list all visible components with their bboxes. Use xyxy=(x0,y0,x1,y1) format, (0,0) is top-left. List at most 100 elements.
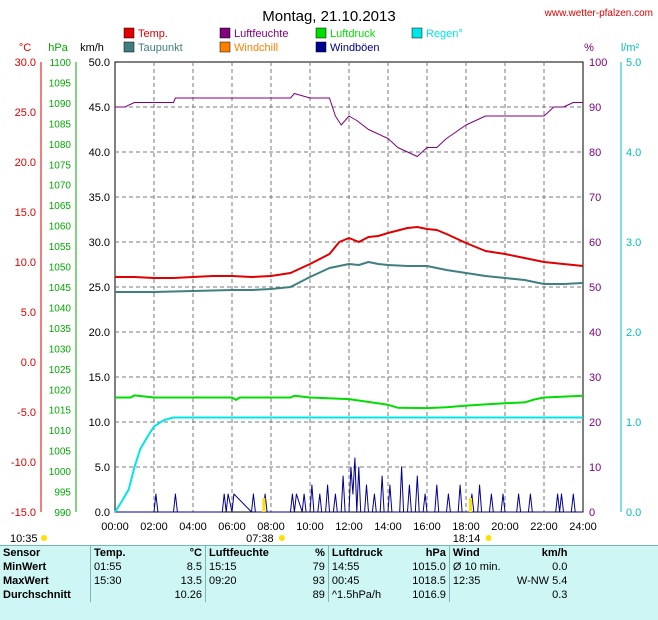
axis-unit-label: l/m² xyxy=(621,42,640,54)
hpa-tick-label: 1065 xyxy=(49,201,72,212)
time-tick-label: 00:00 xyxy=(101,521,129,533)
stats-pressure-time: 00:45 xyxy=(327,574,395,588)
humidity-tick-label: 0 xyxy=(589,507,595,519)
time-tick-label: 12:00 xyxy=(335,521,363,533)
temp-tick-label: -10.0 xyxy=(11,457,36,469)
rain-line xyxy=(114,416,583,513)
hpa-tick-label: 1030 xyxy=(49,344,72,355)
kmh-tick-label: 10.0 xyxy=(89,417,110,429)
time-tick-label: 22:00 xyxy=(530,521,558,533)
stats-wind-value: 0.3 xyxy=(552,589,568,601)
hpa-tick-label: 1090 xyxy=(49,99,72,110)
rain-tick-label: 1.0 xyxy=(626,417,641,429)
stats-pressure-value: 1018.5 xyxy=(412,575,446,587)
temp-tick-label: 5.0 xyxy=(21,307,36,319)
wind-gust-line xyxy=(115,457,583,513)
stats-wind-time xyxy=(448,588,514,602)
kmh-tick-label: 5.0 xyxy=(95,462,110,474)
axes: 30.0 25.0 20.0 15.0 10.0 5.0 0.0 -5.0 -10.0 -15.0… xyxy=(11,57,641,533)
humidity-tick-label: 20 xyxy=(589,417,601,429)
stats-wind-value: W-NW 5.4 xyxy=(516,575,568,587)
legend-swatch xyxy=(123,27,135,39)
hpa-tick-label: 1070 xyxy=(49,181,72,192)
humidity-tick-label: 100 xyxy=(589,57,607,69)
hpa-tick-label: 1085 xyxy=(49,119,72,130)
legend-swatch xyxy=(315,41,327,53)
hpa-tick-label: 1000 xyxy=(49,467,72,478)
temperature-line xyxy=(115,226,584,279)
time-tick-label: 06:00 xyxy=(218,521,246,533)
legend-swatch xyxy=(411,27,423,39)
website-link[interactable]: www.wetter-pfalzen.com xyxy=(544,8,653,19)
stats-pressure-time: 14:55 xyxy=(327,560,395,574)
legend-label: Windchill xyxy=(234,42,278,54)
hpa-tick-label: 995 xyxy=(54,488,71,499)
temp-tick-label: 0.0 xyxy=(21,357,36,369)
stats-wind-time: 12:35 xyxy=(448,574,514,588)
rain-tick-label: 3.0 xyxy=(626,237,641,249)
kmh-tick-label: 20.0 xyxy=(89,327,110,339)
kmh-tick-label: 25.0 xyxy=(89,282,110,294)
stats-temp-value: 10.26 xyxy=(174,589,202,601)
legend: Temp. Luftfeuchte Luftdruck Regen° Taupunkt W… xyxy=(123,27,463,54)
stats-humidity-time: 15:15 xyxy=(204,560,272,574)
axis-unit-label: % xyxy=(584,42,594,54)
hpa-tick-label: 1020 xyxy=(49,385,72,396)
legend-label: Taupunkt xyxy=(138,42,183,54)
stats-row-label: MaxWert xyxy=(3,575,49,587)
sun-markers: 07:38 18:14 10:35 xyxy=(10,498,492,545)
stats-pressure-time: ^1.5hPa/h xyxy=(327,588,395,602)
statistics-table: Sensor Temp. °C Luftfeuchte % Luftdruck … xyxy=(0,546,570,602)
hpa-tick-label: 1005 xyxy=(49,447,72,458)
grid xyxy=(114,61,584,513)
pressure-line xyxy=(115,394,584,410)
stats-pressure-value: 1016.9 xyxy=(412,589,446,601)
kmh-tick-label: 15.0 xyxy=(89,372,110,384)
stats-pressure-value: 1015.0 xyxy=(412,561,446,573)
stats-temp-time: 01:55 xyxy=(90,560,145,574)
stats-humidity-value: 79 xyxy=(312,561,325,573)
hpa-tick-label: 1095 xyxy=(49,78,72,89)
stats-col-pressure: Luftdruck xyxy=(327,546,395,560)
time-tick-label: 24:00 xyxy=(569,521,597,533)
stats-temp-value: 13.5 xyxy=(180,575,202,587)
stats-col-humidity-unit: % xyxy=(315,547,325,559)
hpa-tick-label: 1060 xyxy=(49,222,72,233)
hpa-tick-label: 1050 xyxy=(49,263,72,274)
daylength-icon xyxy=(41,535,47,541)
humidity-tick-label: 40 xyxy=(589,327,601,339)
hpa-tick-label: 1075 xyxy=(49,160,72,171)
stats-col-sensor: Sensor xyxy=(3,547,41,559)
legend-label: Luftfeuchte xyxy=(234,28,288,40)
hpa-tick-label: 1080 xyxy=(49,140,72,151)
stats-humidity-value: 89 xyxy=(312,589,325,601)
stats-row-label: Durchschnitt xyxy=(3,589,71,601)
humidity-tick-label: 70 xyxy=(589,192,601,204)
temp-tick-label: 25.0 xyxy=(15,107,36,119)
stats-col-temp-unit: °C xyxy=(189,547,202,559)
stats-row-average: Durchschnitt 10.26 89 ^1.5hPa/h 1016.9 0… xyxy=(0,588,570,602)
kmh-tick-label: 30.0 xyxy=(89,237,110,249)
legend-swatch xyxy=(219,41,231,53)
legend-label: Luftdruck xyxy=(330,28,376,40)
hpa-tick-label: 1015 xyxy=(49,406,72,417)
kmh-tick-label: 40.0 xyxy=(89,147,110,159)
stats-col-wind-unit: km/h xyxy=(541,547,568,559)
axis-unit-label: km/h xyxy=(80,42,104,54)
axis-unit-labels: °C hPa km/h% l/m² xyxy=(19,42,640,54)
temp-tick-label: 10.0 xyxy=(15,257,36,269)
stats-humidity-value: 93 xyxy=(312,575,325,587)
humidity-tick-label: 30 xyxy=(589,372,601,384)
legend-label: Windböen xyxy=(330,42,380,54)
stats-row-label: MinWert xyxy=(3,561,47,573)
sunrise-icon xyxy=(278,535,285,541)
dewpoint-line xyxy=(115,261,584,293)
stats-temp-time xyxy=(90,588,145,602)
hpa-tick-label: 1025 xyxy=(49,365,72,376)
temp-tick-label: 15.0 xyxy=(15,207,36,219)
sunrise-label: 07:38 xyxy=(246,533,274,545)
temp-tick-label: -15.0 xyxy=(11,507,36,519)
statistics-panel: Sensor Temp. °C Luftfeuchte % Luftdruck … xyxy=(0,545,658,620)
hpa-tick-label: 1055 xyxy=(49,242,72,253)
humidity-tick-label: 60 xyxy=(589,237,601,249)
